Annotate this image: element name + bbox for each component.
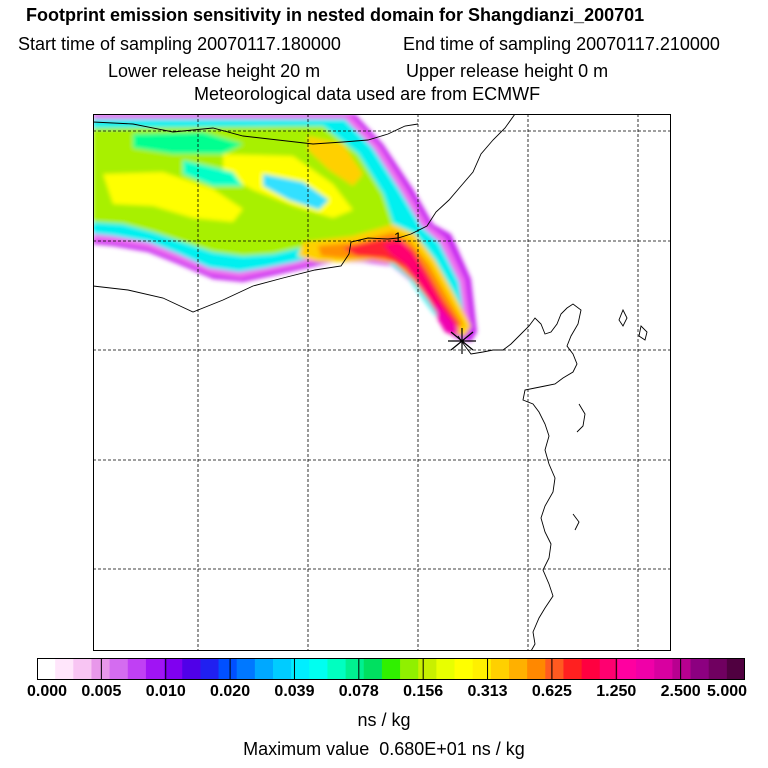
colorbar-swatch <box>563 658 583 680</box>
colorbar-tick-label: 0.020 <box>210 683 251 700</box>
colorbar-swatch <box>654 658 673 680</box>
colorbar-swatch <box>73 658 93 680</box>
colorbar-tick-label: 0.313 <box>467 683 508 700</box>
colorbar-swatch <box>91 658 111 680</box>
maximum-value-label: Maximum value 0.680E+01 ns / kg <box>0 739 768 760</box>
colorbar-tick-label: 0.000 <box>26 683 68 700</box>
footprint-map: 1 <box>93 114 671 651</box>
colorbar-swatch <box>617 658 637 680</box>
grid-lines <box>93 114 671 651</box>
upper-release-height: Upper release height 0 m <box>406 61 609 81</box>
colorbar-tick-label: 0.010 <box>145 683 186 700</box>
colorbar-swatch <box>127 658 147 680</box>
colorbar-swatch <box>109 658 129 680</box>
met-data-label: Meteorological data used are from ECMWF <box>194 84 541 104</box>
colorbar-swatch <box>545 658 565 680</box>
colorbar-swatch <box>218 658 238 680</box>
colorbar-swatch <box>182 658 201 680</box>
release-marker-label: 1 <box>394 229 402 245</box>
colorbar-tick-label: 0.625 <box>531 683 572 700</box>
colorbar-swatch <box>345 658 365 680</box>
colorbar-swatch <box>636 658 655 680</box>
colorbar-swatch <box>454 658 474 680</box>
colorbar-swatch <box>327 658 347 680</box>
colorbar-tick-label: 5.000 <box>706 683 748 700</box>
colorbar-swatch <box>690 658 710 680</box>
colorbar-swatch <box>726 658 745 680</box>
colorbar-swatch <box>599 658 619 680</box>
colorbar-swatch <box>490 658 510 680</box>
colorbar <box>37 658 745 680</box>
coastlines <box>93 114 648 651</box>
end-time-label: End time of sampling 20070117.210000 <box>403 34 720 54</box>
colorbar-swatch <box>581 658 601 680</box>
colorbar-swatch <box>309 658 329 680</box>
colorbar-swatch <box>55 658 74 680</box>
colorbar-swatch <box>418 658 437 680</box>
colorbar-swatch <box>37 658 56 680</box>
colorbar-swatch <box>273 658 292 680</box>
receptor-star-icon <box>448 328 476 354</box>
plume <box>93 114 477 342</box>
colorbar-units: ns / kg <box>357 710 411 730</box>
colorbar-swatch <box>363 658 383 680</box>
colorbar-swatch <box>436 658 456 680</box>
colorbar-swatch <box>200 658 220 680</box>
lower-release-height: Lower release height 20 m <box>108 61 321 81</box>
colorbar-swatch <box>254 658 274 680</box>
colorbar-tick-label: 2.500 <box>660 683 701 700</box>
colorbar-tick-label: 0.039 <box>274 683 315 700</box>
maximum-value-text: Maximum value 0.680E+01 ns / kg <box>243 739 525 759</box>
start-time-label: Start time of sampling 20070117.180000 <box>18 34 341 54</box>
page-title: Footprint emission sensitivity in nested… <box>26 5 645 25</box>
colorbar-tick-label: 0.005 <box>81 683 122 700</box>
colorbar-swatch <box>164 658 183 680</box>
colorbar-swatch <box>291 658 310 680</box>
colorbar-swatch <box>509 658 528 680</box>
colorbar-frame <box>37 658 745 680</box>
colorbar-swatch <box>708 658 728 680</box>
colorbar-swatch <box>145 658 165 680</box>
colorbar-swatch <box>672 658 692 680</box>
colorbar-tick-label: 1.250 <box>596 683 637 700</box>
colorbar-swatch <box>236 658 256 680</box>
colorbar-swatch <box>527 658 546 680</box>
colorbar-swatch <box>400 658 419 680</box>
colorbar-tick-label: 0.156 <box>403 683 444 700</box>
colorbar-swatch <box>381 658 401 680</box>
map-frame <box>93 114 671 651</box>
colorbar-swatch <box>472 658 492 680</box>
colorbar-tick-label: 0.078 <box>338 683 379 700</box>
